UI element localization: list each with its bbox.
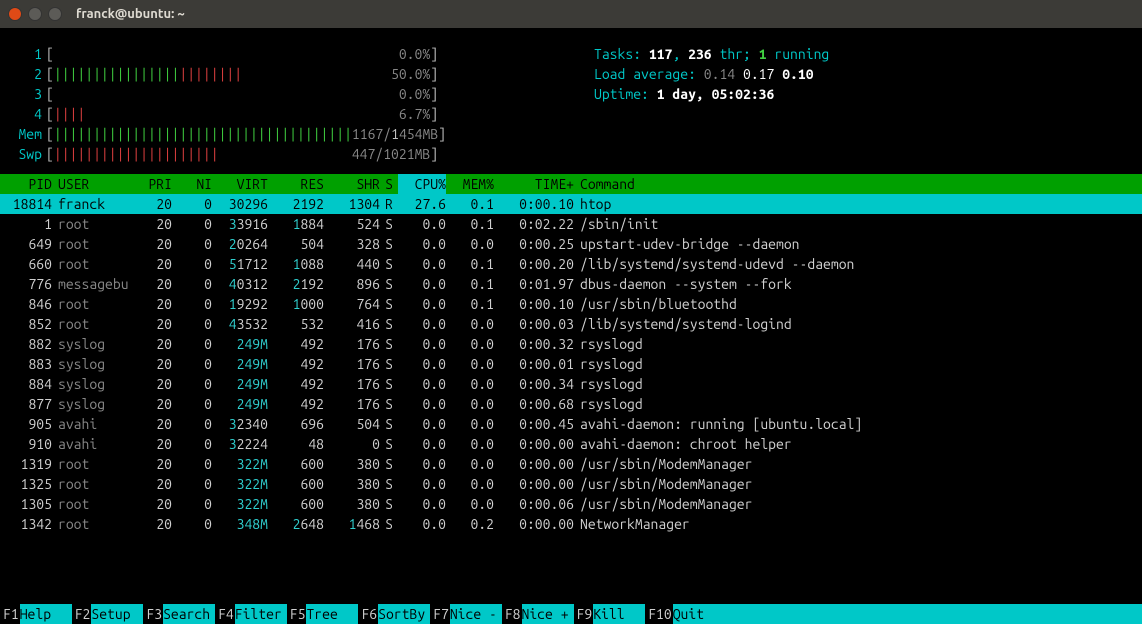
table-row[interactable]: 1342root200348M26481468S0.00.20:00.00Net… [0, 514, 1142, 534]
fkey-label-tree[interactable]: Tree [306, 604, 358, 624]
fkey-label-help[interactable]: Help [20, 604, 72, 624]
maximize-icon[interactable] [48, 7, 62, 21]
fkey-f7: F7 [430, 604, 450, 624]
col-res[interactable]: RES [268, 174, 324, 194]
table-row[interactable]: 877syslog200249M492176S0.00.00:00.68rsys… [0, 394, 1142, 414]
meter-row-4: 4[|||| 6.7%] [14, 104, 554, 124]
fkey-f4: F4 [215, 604, 235, 624]
col-pri[interactable]: PRI [132, 174, 172, 194]
fkey-f2: F2 [72, 604, 92, 624]
meter-row-1: 1[ 0.0%] [14, 44, 554, 64]
fkey-f1: F1 [0, 604, 20, 624]
table-row[interactable]: 776messagebu200403122192896S0.00.10:01.9… [0, 274, 1142, 294]
uptime-value: 1 day, 05:02:36 [657, 86, 775, 102]
table-row[interactable]: 18814franck2003029621921304R27.60.10:00.… [0, 194, 1142, 214]
uptime-label: Uptime: [594, 86, 657, 102]
fkey-label-kill[interactable]: Kill [593, 604, 645, 624]
table-row[interactable]: 882syslog200249M492176S0.00.00:00.32rsys… [0, 334, 1142, 354]
col-mempct[interactable]: MEM% [446, 174, 494, 194]
col-shr[interactable]: SHR [324, 174, 380, 194]
fkey-f6: F6 [358, 604, 378, 624]
table-row[interactable]: 846root200192921000764S0.00.10:00.10/usr… [0, 294, 1142, 314]
fkey-f5: F5 [287, 604, 307, 624]
table-row[interactable]: 883syslog200249M492176S0.00.00:00.01rsys… [0, 354, 1142, 374]
fkey-label-nice[interactable]: Nice - [450, 604, 502, 624]
tasks-count: 117 [649, 46, 673, 62]
tasks-line: Tasks: 117, 236 thr; 1 running [594, 44, 1128, 64]
fkey-label-setup[interactable]: Setup [91, 604, 143, 624]
fkey-label-sortby[interactable]: SortBy [378, 604, 430, 624]
load-line: Load average: 0.14 0.17 0.10 [594, 64, 1128, 84]
process-list: 18814franck2003029621921304R27.60.10:00.… [0, 194, 1142, 534]
stats-panel: Tasks: 117, 236 thr; 1 running Load aver… [554, 44, 1128, 164]
fkey-label-nice[interactable]: Nice + [522, 604, 574, 624]
table-row[interactable]: 1305root200322M600380S0.00.00:00.06/usr/… [0, 494, 1142, 514]
fkey-f3: F3 [143, 604, 163, 624]
meter-row-swp: Swp[||||||||||||||||||||| 447/1021MB] [14, 144, 554, 164]
window-title: franck@ubuntu: ~ [76, 7, 185, 21]
col-ni[interactable]: NI [172, 174, 212, 194]
table-row[interactable]: 1325root200322M600380S0.00.00:00.00/usr/… [0, 474, 1142, 494]
fkey-f10: F10 [645, 604, 673, 624]
table-row[interactable]: 910avahi20032224480S0.00.00:00.00avahi-d… [0, 434, 1142, 454]
fkey-f8: F8 [502, 604, 522, 624]
cpu-meters: 1[ 0.0%]2[|||||||||||||||||||||||| 50.0%… [14, 44, 554, 164]
col-cpupct[interactable]: CPU% [398, 174, 446, 194]
terminal: 1[ 0.0%]2[|||||||||||||||||||||||| 50.0%… [0, 28, 1142, 624]
col-user[interactable]: USER [52, 174, 132, 194]
load-label: Load average: [594, 66, 704, 82]
titlebar: franck@ubuntu: ~ [0, 0, 1142, 28]
meters-section: 1[ 0.0%]2[|||||||||||||||||||||||| 50.0%… [0, 38, 1142, 174]
process-header[interactable]: PIDUSERPRINIVIRTRESSHRSCPU%MEM%TIME+Comm… [0, 174, 1142, 194]
footer-bar: F1HelpF2SetupF3SearchF4FilterF5TreeF6Sor… [0, 604, 1142, 624]
table-row[interactable]: 1root200339161884524S0.00.10:02.22/sbin/… [0, 214, 1142, 234]
close-icon[interactable] [8, 7, 22, 21]
col-s[interactable]: S [380, 174, 398, 194]
table-row[interactable]: 1319root200322M600380S0.00.00:00.00/usr/… [0, 454, 1142, 474]
fkey-label-filter[interactable]: Filter [235, 604, 287, 624]
table-row[interactable]: 884syslog200249M492176S0.00.00:00.34rsys… [0, 374, 1142, 394]
uptime-line: Uptime: 1 day, 05:02:36 [594, 84, 1128, 104]
minimize-icon[interactable] [28, 7, 42, 21]
window-buttons [8, 7, 62, 21]
col-pid[interactable]: PID [4, 174, 52, 194]
fkey-label-quit[interactable]: Quit [673, 604, 725, 624]
table-row[interactable]: 852root20043532532416S0.00.00:00.03/lib/… [0, 314, 1142, 334]
table-row[interactable]: 660root200517121088440S0.00.10:00.20/lib… [0, 254, 1142, 274]
col-command[interactable]: Command [574, 174, 1138, 194]
fkey-label-search[interactable]: Search [163, 604, 215, 624]
table-row[interactable]: 905avahi20032340696504S0.00.00:00.45avah… [0, 414, 1142, 434]
table-row[interactable]: 649root20020264504328S0.00.00:00.25upsta… [0, 234, 1142, 254]
col-time[interactable]: TIME+ [494, 174, 574, 194]
fkey-f9: F9 [574, 604, 594, 624]
running-count: 1 [759, 46, 767, 62]
thr-count: 236 [688, 46, 712, 62]
col-virt[interactable]: VIRT [212, 174, 268, 194]
meter-row-2: 2[|||||||||||||||||||||||| 50.0%] [14, 64, 554, 84]
tasks-label: Tasks: [594, 46, 649, 62]
meter-row-3: 3[ 0.0%] [14, 84, 554, 104]
meter-row-mem: Mem[||||||||||||||||||||||||||||||||||||… [14, 124, 554, 144]
